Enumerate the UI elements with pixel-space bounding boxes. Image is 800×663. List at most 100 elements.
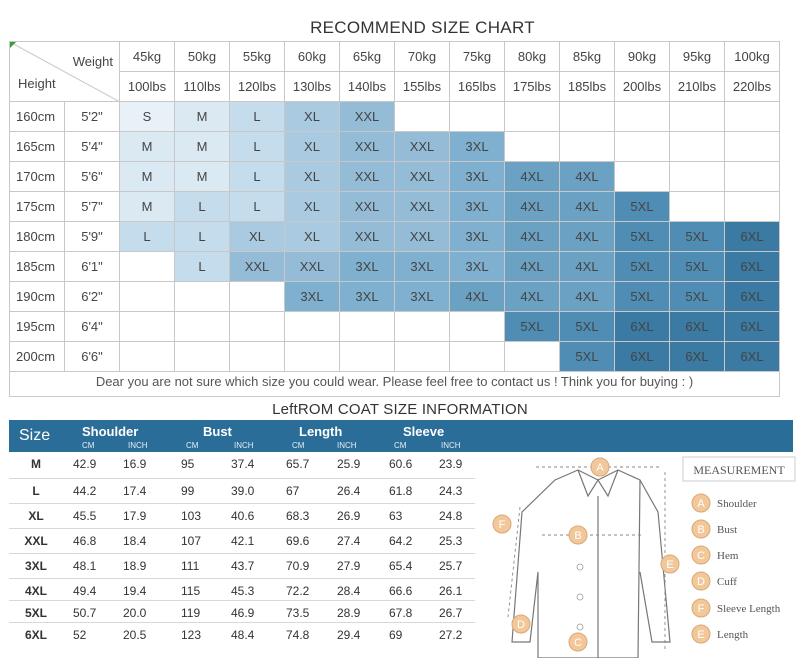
height-row: 190cm 6'2" 3XL 3XL 3XL 4XL 4XL 4XL 5XL 5XL 6XL <box>9 281 780 312</box>
legend-marker <box>691 519 711 539</box>
weight-kg-header: 70kg <box>394 41 450 72</box>
shoulder-inch-header: INCH <box>128 441 148 450</box>
coat-measure-value: 29.4 <box>337 628 361 642</box>
coat-measure-value: 25.3 <box>439 534 463 548</box>
coat-size-label: L <box>32 484 40 498</box>
coat-size-row: 4XL 49.4 19.4 115 45.3 72.2 28.4 66.6 26.1 <box>9 578 475 602</box>
size-cell: 4XL <box>504 191 560 222</box>
coat-measure-value: 27.2 <box>439 628 463 642</box>
measurement-legend: A Shoulder B Bust C Hem D Cuff F Sleeve Length E Le… <box>691 493 781 644</box>
coat-measure-value: 61.8 <box>389 484 413 498</box>
coat-size-row: XL 45.5 17.9 103 40.6 68.3 26.9 63 24.8 <box>9 503 475 527</box>
coat-measure-value: 17.9 <box>123 509 147 523</box>
height-axis-label: Height <box>18 76 56 91</box>
size-cell: L <box>119 221 175 252</box>
weight-kg-header: 90kg <box>614 41 670 72</box>
size-cell <box>449 101 505 132</box>
weight-kg-header: 100kg <box>724 41 780 72</box>
recommend-note: Dear you are not sure which size you cou… <box>9 369 780 397</box>
height-cm: 170cm <box>9 161 65 192</box>
coat-measure-value: 43.7 <box>231 559 255 573</box>
legend-label: Cuff <box>717 576 737 588</box>
coat-measure-value: 28.9 <box>337 606 361 620</box>
coat-measure-value: 20.0 <box>123 606 147 620</box>
size-cell <box>394 311 450 342</box>
size-cell: L <box>229 161 285 192</box>
coat-measure-value: 123 <box>181 628 202 642</box>
coat-measure-value: 40.6 <box>231 509 255 523</box>
coat-size-row: XXL 46.8 18.4 107 42.1 69.6 27.4 64.2 25.3 <box>9 528 475 552</box>
size-cell <box>174 341 230 372</box>
size-cell: XXL <box>394 161 450 192</box>
size-cell <box>284 311 340 342</box>
size-cell: XXL <box>394 191 450 222</box>
coat-measure-value: 25.7 <box>439 559 463 573</box>
coat-measure-value: 60.6 <box>389 457 413 471</box>
coat-measure-value: 64.2 <box>389 534 413 548</box>
coat-measure-value: 52 <box>73 628 87 642</box>
size-cell: 5XL <box>559 311 615 342</box>
weight-kg-header: 60kg <box>284 41 340 72</box>
size-cell <box>504 101 560 132</box>
coat-table-header: Size Shoulder CM INCH Bust CM INCH Lengt… <box>9 420 793 452</box>
recommend-chart-title: RECOMMEND SIZE CHART <box>310 18 535 37</box>
size-cell: 5XL <box>614 191 670 222</box>
coat-measure-value: 115 <box>181 584 201 598</box>
size-cell: XXL <box>229 251 285 282</box>
size-cell: 5XL <box>669 281 725 312</box>
size-cell: 6XL <box>669 311 725 342</box>
coat-measure-value: 37.4 <box>231 457 255 471</box>
size-cell <box>394 101 450 132</box>
coat-size-label: 3XL <box>24 559 47 573</box>
size-cell: XL <box>284 101 340 132</box>
coat-measure-value: 27.4 <box>337 534 361 548</box>
coat-measure-value: 49.4 <box>73 584 97 598</box>
coat-measure-value: 99 <box>181 484 195 498</box>
weight-lbs-header: 220lbs <box>724 71 780 102</box>
coat-measure-value: 45.3 <box>231 584 255 598</box>
length-cm-header: CM <box>292 441 305 450</box>
size-cell <box>614 131 670 162</box>
size-cell: 3XL <box>449 191 505 222</box>
size-cell: 4XL <box>559 161 615 192</box>
height-cm: 200cm <box>9 341 65 372</box>
size-cell <box>504 341 560 372</box>
size-cell: 5XL <box>669 221 725 252</box>
weight-lbs-header: 110lbs <box>174 71 230 102</box>
size-cell: 6XL <box>724 311 780 342</box>
size-cell <box>669 191 725 222</box>
size-cell: 3XL <box>449 251 505 282</box>
size-cell: 3XL <box>394 281 450 312</box>
size-cell: 3XL <box>339 281 395 312</box>
size-cell <box>119 281 175 312</box>
size-cell <box>394 341 450 372</box>
height-cm: 160cm <box>9 101 65 132</box>
height-ft: 5'2" <box>64 101 120 132</box>
coat-size-row: 6XL 52 20.5 123 48.4 74.8 29.4 69 27.2 <box>9 622 475 646</box>
coat-measure-value: 44.2 <box>73 484 97 498</box>
size-cell: XXL <box>339 191 395 222</box>
size-cell: XXL <box>284 251 340 282</box>
size-cell: XXL <box>339 161 395 192</box>
height-cm: 195cm <box>9 311 65 342</box>
measurement-legend-box <box>682 456 796 482</box>
size-cell: 6XL <box>724 341 780 372</box>
size-cell <box>724 131 780 162</box>
size-cell: 6XL <box>614 311 670 342</box>
coat-measure-value: 95 <box>181 457 195 471</box>
coat-measure-value: 27.9 <box>337 559 361 573</box>
weight-lbs-header: 140lbs <box>339 71 395 102</box>
coat-measure-value: 46.8 <box>73 534 97 548</box>
coat-measure-value: 65.7 <box>286 457 310 471</box>
weight-lbs-header: 210lbs <box>669 71 725 102</box>
weight-lbs-header: 200lbs <box>614 71 670 102</box>
bust-inch-header: INCH <box>234 441 254 450</box>
coat-measure-value: 69 <box>389 628 403 642</box>
size-cell: 3XL <box>449 221 505 252</box>
height-ft: 5'9" <box>64 221 120 252</box>
size-cell: XL <box>284 161 340 192</box>
size-cell: 5XL <box>504 311 560 342</box>
marker-a-label: A <box>596 462 604 474</box>
sleeve-header: Sleeve <box>403 424 445 439</box>
coat-measure-value: 69.6 <box>286 534 310 548</box>
